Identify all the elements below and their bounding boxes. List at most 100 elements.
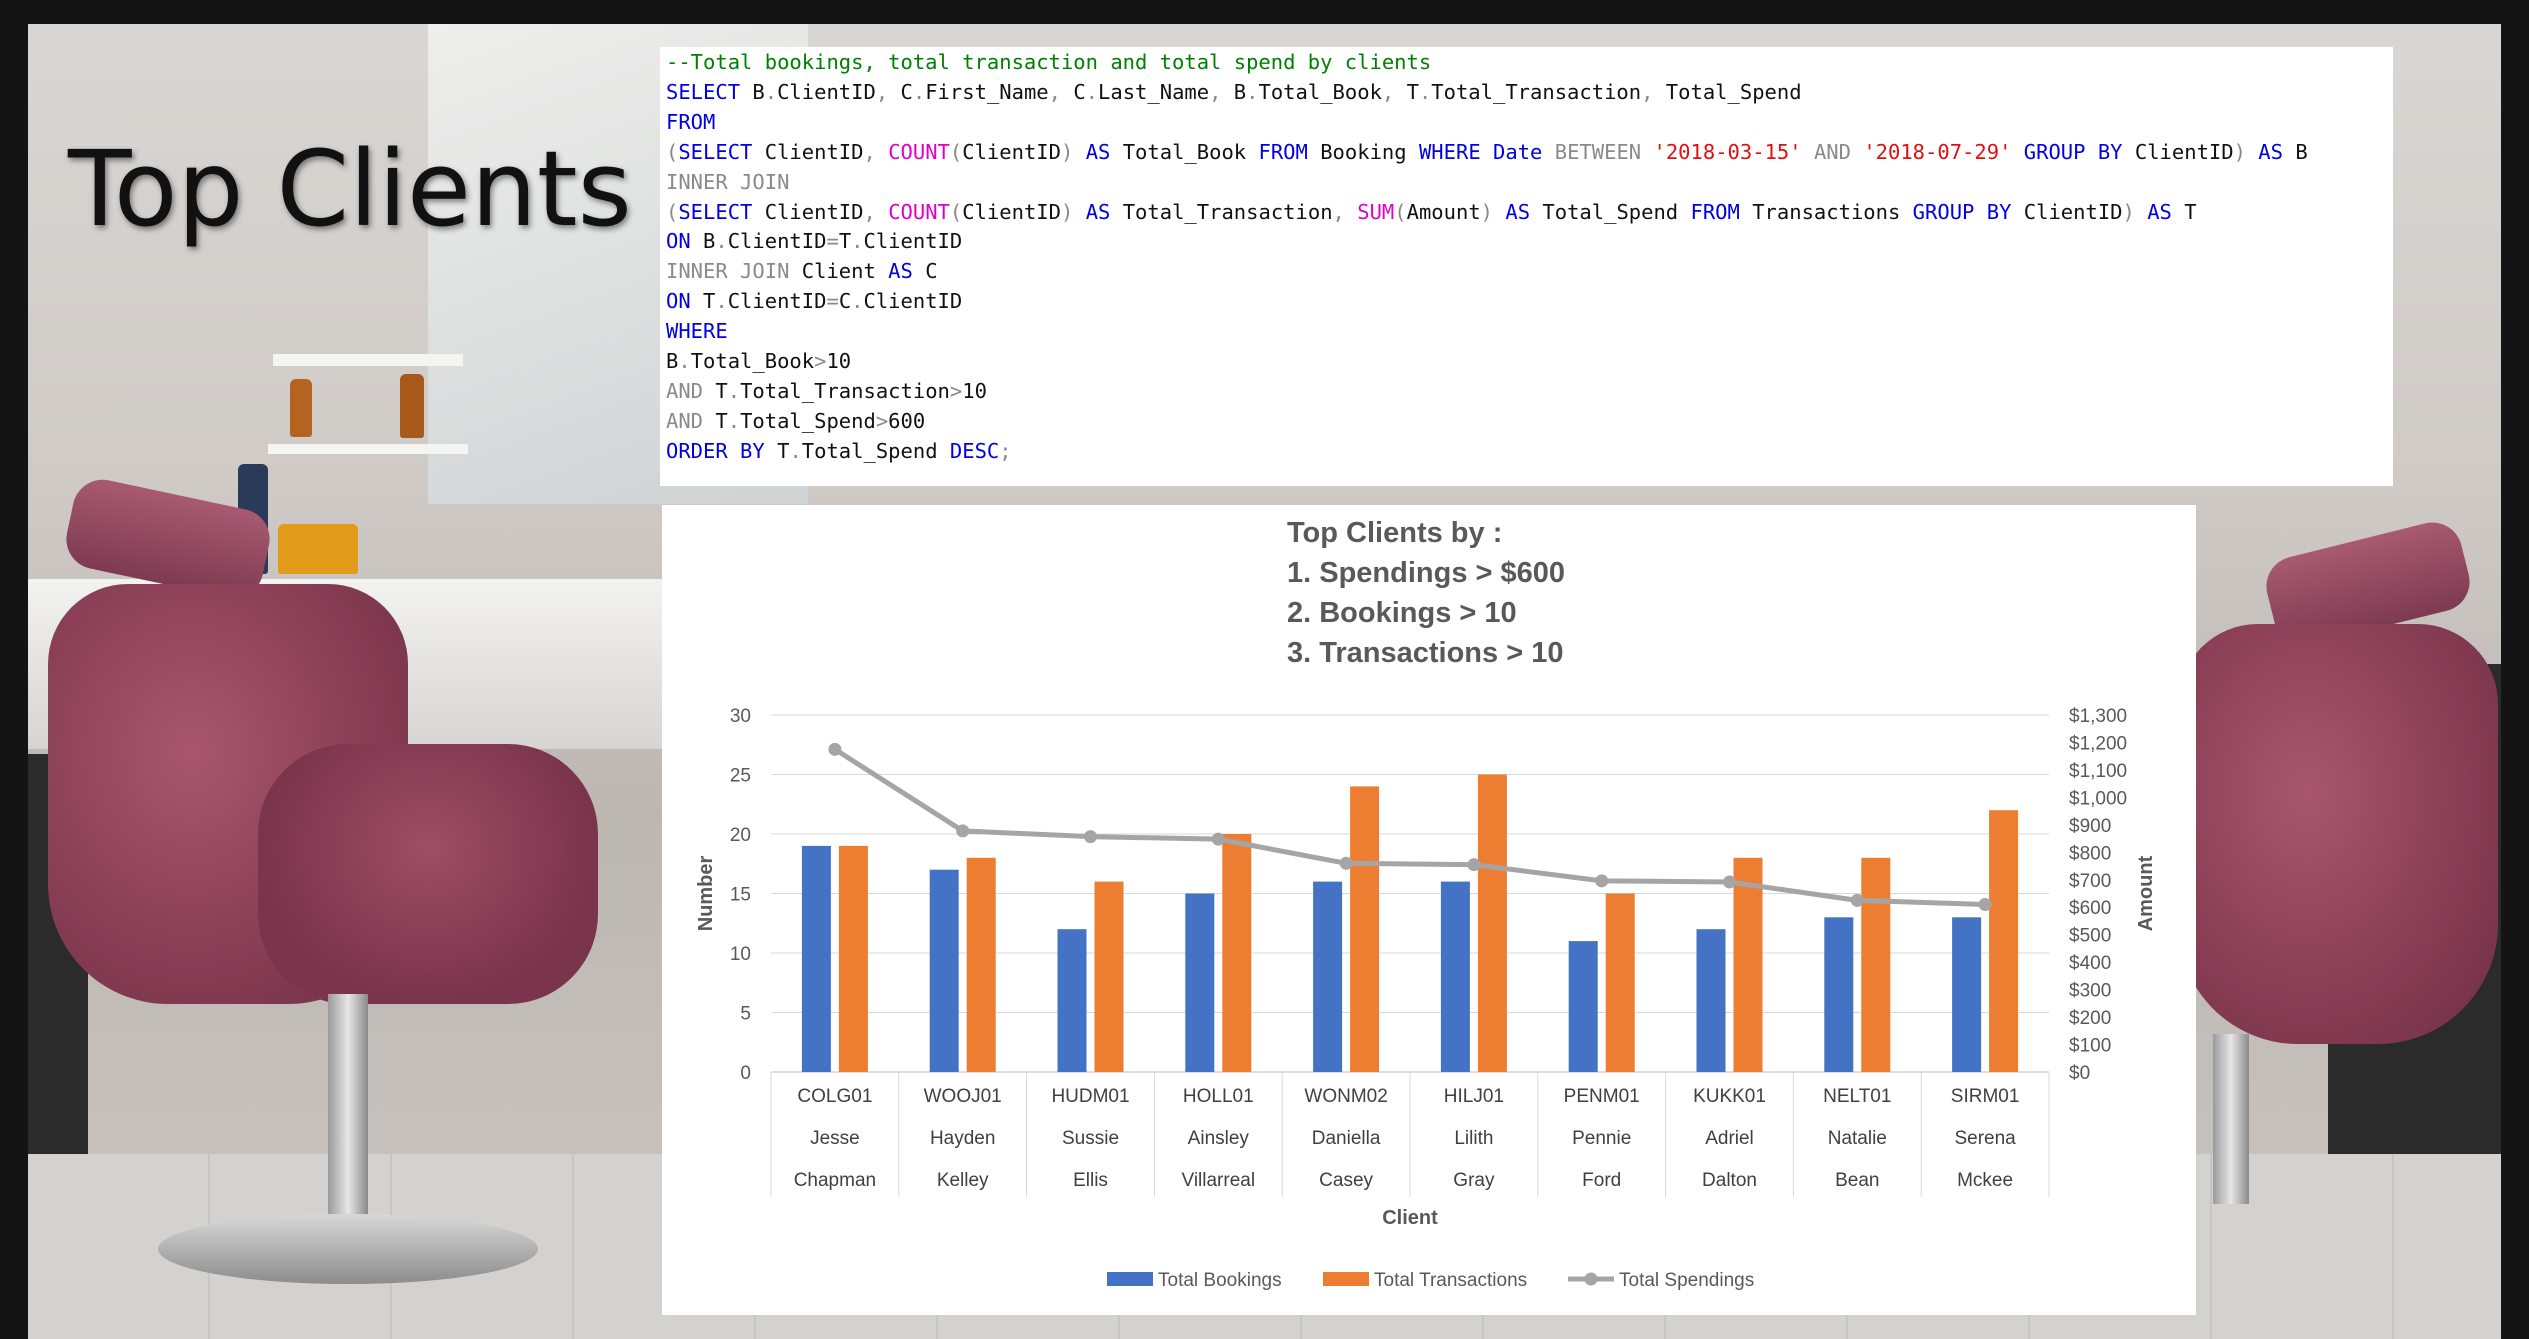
sql-token: AS [1085, 199, 1111, 224]
sql-token: T [838, 229, 852, 254]
bar-total-bookings [1057, 929, 1087, 1072]
sql-token: 600 [888, 408, 926, 433]
sql-token: Last_Name [1098, 79, 1210, 104]
sql-line: --Total bookings, total transaction and … [666, 48, 2393, 78]
sql-token: , [875, 79, 889, 104]
sql-token: AS [1505, 199, 1531, 224]
sql-token [2011, 140, 2023, 164]
sql-token: DESC [949, 438, 1000, 463]
category-label: Jesse [810, 1128, 860, 1149]
legend-label: Total Spendings [1619, 1270, 1754, 1291]
sql-token: Total_Spend [1653, 79, 1802, 104]
sql-token: , [1048, 79, 1061, 104]
bar-total-transactions [1989, 810, 2019, 1072]
point-total-spendings [1467, 858, 1481, 872]
sql-token: First_Name [925, 79, 1049, 104]
sql-token: . [1418, 79, 1432, 104]
category-label: Sussie [1062, 1128, 1119, 1149]
sql-token: ON [666, 229, 691, 254]
sql-token: ClientID [863, 289, 963, 314]
sql-code: --Total bookings, total transaction and … [666, 48, 2393, 467]
sql-line: ON B.ClientID=T.ClientID [666, 227, 2393, 257]
right-chair-pole [2213, 1034, 2249, 1204]
sql-token: COUNT [888, 199, 950, 224]
sql-token: T [703, 378, 728, 403]
sql-token: T [1394, 79, 1419, 104]
chart-title-line: Top Clients by : [1287, 517, 1502, 549]
point-total-spendings [1978, 897, 1992, 911]
y2-tick-label: $300 [2069, 981, 2111, 1002]
sql-token: Date [1493, 139, 1543, 164]
sql-token: SELECT [666, 79, 741, 104]
sql-line: AND T.Total_Transaction>10 [666, 377, 2393, 407]
sql-token: ClientID [962, 199, 1061, 224]
sql-token: . [789, 438, 802, 463]
sql-token: Total_Book [1110, 139, 1259, 164]
sql-token: > [814, 349, 827, 374]
bar-total-transactions [1350, 786, 1380, 1072]
x-axis-label: Client [1382, 1207, 1438, 1229]
y2-tick-label: $500 [2069, 926, 2111, 947]
sql-token: . [912, 79, 926, 104]
sql-token: ( [1394, 199, 1407, 224]
sql-token [1802, 140, 1814, 164]
bar-total-transactions [1861, 857, 1891, 1072]
sql-token: AS [2258, 139, 2283, 164]
bottle [278, 524, 358, 574]
point-total-spendings [828, 742, 842, 756]
sql-token: ClientID [727, 229, 827, 254]
sql-token [2135, 200, 2147, 224]
sql-token: AND [666, 378, 704, 403]
sql-token: Total_Book [1258, 79, 1382, 104]
sql-token: SELECT [678, 199, 753, 224]
category-label: Hayden [930, 1128, 996, 1149]
bar-total-transactions [966, 857, 996, 1072]
line-total-spendings [833, 747, 1986, 907]
sql-token: ClientID [752, 139, 864, 164]
sql-token: BETWEEN [1554, 139, 1642, 164]
point-total-spendings [956, 824, 970, 838]
sql-token: WHERE [666, 319, 728, 344]
category-label: KUKK01 [1693, 1086, 1766, 1107]
sql-token [876, 140, 888, 164]
sql-line: ORDER BY T.Total_Spend DESC; [666, 437, 2393, 467]
sql-token: 10 [826, 349, 852, 374]
bar-total-transactions [1733, 857, 1763, 1072]
sql-token: . [715, 289, 728, 314]
sql-token: ORDER BY [666, 438, 765, 463]
sql-token: COUNT [888, 139, 950, 164]
point-total-spendings [1084, 830, 1097, 844]
sql-token [1481, 140, 1493, 164]
right-chair-back [2178, 624, 2498, 1044]
sql-token: AS [2147, 199, 2172, 224]
sql-token: , [863, 139, 876, 164]
sql-token: GROUP BY [1912, 199, 2012, 224]
sql-token: 10 [962, 378, 987, 403]
y2-tick-label: $800 [2069, 843, 2111, 864]
sql-line: FROM [666, 108, 2393, 138]
sql-token: T [764, 438, 790, 463]
bar-total-transactions [838, 845, 868, 1072]
sql-token: C [912, 259, 938, 284]
category-label: Mckee [1957, 1170, 2013, 1191]
sql-token: FROM [666, 109, 716, 134]
category-label: Serena [1954, 1128, 2016, 1149]
sql-token: SELECT [678, 139, 753, 164]
sql-token: ( [666, 199, 679, 224]
sql-token [1073, 200, 1085, 224]
sql-token [1641, 140, 1653, 164]
sql-token: C [1060, 79, 1086, 104]
chart-panel: Top Clients by : 1. Spendings > $600 2. Bo… [662, 505, 2196, 1315]
bar-total-bookings [1568, 941, 1598, 1072]
sql-token: . [678, 349, 691, 374]
y2-tick-label: $700 [2069, 871, 2111, 892]
sql-token: ClientID [2122, 139, 2234, 164]
sql-token: FROM [1258, 139, 1308, 164]
sql-token: Total_Spend [801, 438, 950, 463]
category-label: Lilith [1454, 1128, 1493, 1149]
sql-token: . [715, 229, 728, 254]
sql-token: ClientID [777, 79, 876, 104]
sql-token: ClientID [752, 199, 864, 224]
y2-tick-label: $1,200 [2069, 733, 2127, 754]
sql-token: , [863, 199, 876, 224]
